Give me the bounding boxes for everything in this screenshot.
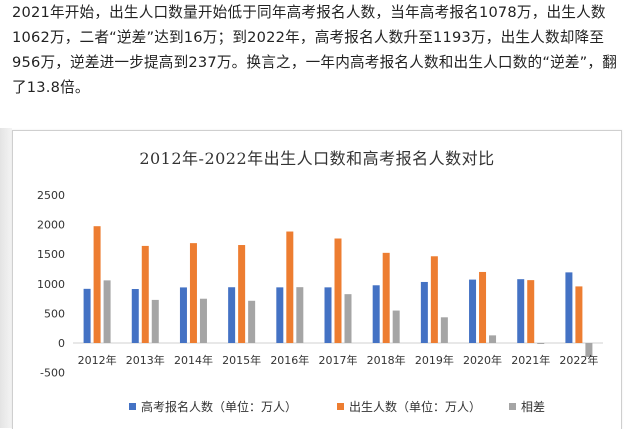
x-tick-label: 2018年 <box>367 353 406 367</box>
article-text: 2021年开始，出生人口数量开始低于同年高考报名人数，当年高考报名1078万，出… <box>12 0 630 100</box>
legend-label: 高考报名人数（单位：万人） <box>141 399 297 414</box>
bar-diff <box>199 298 207 343</box>
y-tick-label: 2000 <box>37 219 65 232</box>
x-tick-label: 2019年 <box>415 353 454 367</box>
x-tick-label: 2012年 <box>78 353 117 367</box>
bar-diff <box>103 280 111 343</box>
x-tick-label: 2017年 <box>319 353 358 367</box>
bar-exam <box>179 287 187 343</box>
bar-exam <box>565 272 573 343</box>
x-tick-label: 2014年 <box>174 353 213 367</box>
bar-diff <box>151 299 159 343</box>
x-tick-label: 2021年 <box>511 353 550 367</box>
bar-birth <box>575 286 583 343</box>
bar-diff <box>440 317 448 343</box>
y-tick-label: 2500 <box>37 189 65 202</box>
chart-title: 2012年-2022年出生人口数和高考报名人数对比 <box>139 149 495 168</box>
bar-diff <box>344 294 352 343</box>
y-tick-label: 1500 <box>37 248 65 261</box>
bar-birth <box>189 243 197 343</box>
bar-birth <box>430 256 438 343</box>
legend-swatch <box>129 403 136 410</box>
bar-exam <box>228 287 236 343</box>
bar-exam <box>131 289 139 343</box>
bar-exam <box>83 288 91 343</box>
bar-birth <box>93 226 101 343</box>
bar-exam <box>469 279 477 343</box>
legend-label: 出生人数（单位：万人） <box>349 399 481 414</box>
bar-exam <box>276 287 284 343</box>
x-tick-label: 2022年 <box>559 353 598 367</box>
bar-birth <box>286 231 294 343</box>
bar-exam <box>517 279 525 343</box>
left-shade <box>0 128 12 428</box>
y-tick-label: 1000 <box>37 278 65 291</box>
bar-birth <box>141 245 149 343</box>
bar-exam <box>324 287 332 343</box>
bar-diff <box>248 300 256 343</box>
bar-diff <box>489 335 497 343</box>
bar-birth <box>527 280 535 343</box>
bar-exam <box>372 285 380 343</box>
bar-birth <box>382 252 390 343</box>
bar-diff <box>392 310 400 343</box>
bar-birth <box>238 245 246 343</box>
y-tick-label: -500 <box>40 367 65 380</box>
legend-label: 相差 <box>521 400 545 414</box>
bar-diff <box>585 343 593 358</box>
legend-swatch <box>509 403 516 410</box>
y-tick-label: 500 <box>44 307 65 320</box>
x-tick-label: 2013年 <box>126 353 165 367</box>
bar-birth <box>334 238 342 343</box>
bar-chart: 2500 2000 1500 1000 500 0 -500 2012年 2013年 2014年 2… <box>37 189 603 414</box>
bar-exam <box>420 281 428 343</box>
bar-diff <box>296 287 304 343</box>
article-paragraph: 2021年开始，出生人口数量开始低于同年高考报名人数，当年高考报名1078万，出… <box>12 4 618 96</box>
x-tick-label: 2015年 <box>222 353 261 367</box>
legend-swatch <box>337 403 344 410</box>
bar-birth <box>479 271 487 343</box>
chart-frame: 2012年-2022年出生人口数和高考报名人数对比 2500 2000 1500 10… <box>12 130 622 429</box>
x-tick-label: 2020年 <box>463 353 502 367</box>
x-tick-label: 2016年 <box>270 353 309 367</box>
y-tick-label: 0 <box>58 337 65 350</box>
bar-diff <box>537 343 545 344</box>
